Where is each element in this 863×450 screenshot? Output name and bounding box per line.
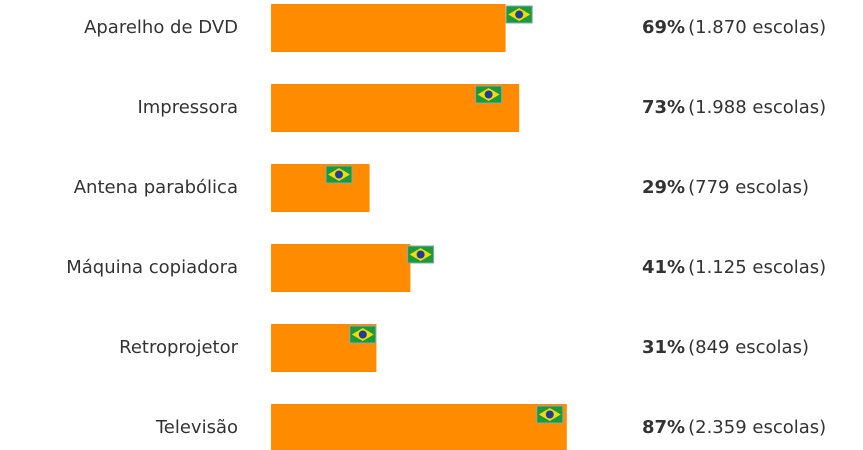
bar	[271, 4, 506, 52]
flag-globe	[515, 10, 524, 19]
brazil-flag-marker	[475, 85, 503, 104]
category-label: Impressora	[137, 97, 238, 118]
value-label: 31% (849 escolas)	[642, 337, 809, 358]
value-label: 29% (779 escolas)	[642, 177, 809, 198]
flag-globe	[484, 90, 493, 99]
category-label: Aparelho de DVD	[84, 17, 238, 38]
flag-globe	[416, 250, 425, 259]
category-label: Máquina copiadora	[66, 257, 238, 278]
percent-label: 69%	[642, 17, 685, 38]
value-label: 87% (2.359 escolas)	[642, 417, 826, 438]
bar	[271, 164, 370, 212]
value-label: 41% (1.125 escolas)	[642, 257, 826, 278]
count-label: (849 escolas)	[688, 337, 809, 358]
bar	[271, 244, 411, 292]
count-label: (1.125 escolas)	[688, 257, 826, 278]
value-label: 73% (1.988 escolas)	[642, 97, 826, 118]
percent-label: 73%	[642, 97, 685, 118]
bar	[271, 404, 567, 450]
category-label: Televisão	[155, 417, 238, 438]
count-label: (1.988 escolas)	[688, 97, 826, 118]
flag-globe	[545, 410, 554, 419]
percent-label: 87%	[642, 417, 685, 438]
brazil-flag-marker	[407, 245, 435, 264]
value-label: 69% (1.870 escolas)	[642, 17, 826, 38]
category-label: Retroprojetor	[119, 337, 238, 358]
brazil-flag-marker	[325, 165, 353, 184]
percent-label: 41%	[642, 257, 685, 278]
category-label: Antena parabólica	[74, 177, 238, 198]
percent-label: 29%	[642, 177, 685, 198]
count-label: (2.359 escolas)	[688, 417, 826, 438]
brazil-flag-marker	[536, 405, 564, 424]
brazil-flag-marker	[349, 325, 377, 344]
brazil-flag-marker	[505, 5, 533, 24]
count-label: (1.870 escolas)	[688, 17, 826, 38]
flag-globe	[358, 330, 367, 339]
count-label: (779 escolas)	[688, 177, 809, 198]
flag-globe	[335, 170, 343, 179]
percent-label: 31%	[642, 337, 685, 358]
